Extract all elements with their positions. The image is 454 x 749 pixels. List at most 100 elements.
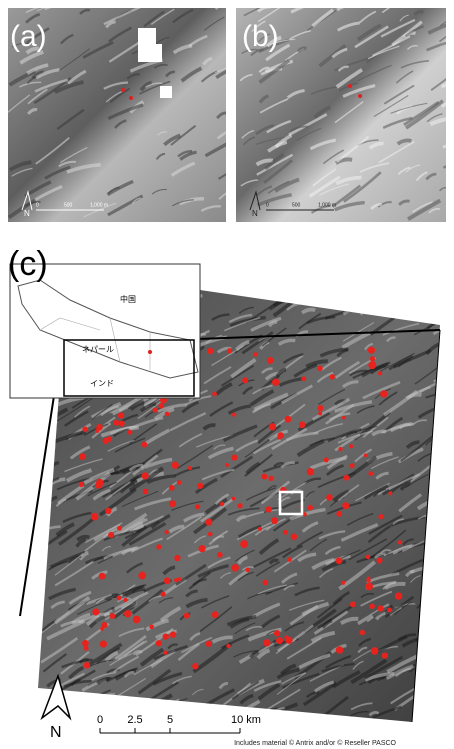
landslide: [79, 453, 86, 460]
landslide: [99, 573, 106, 580]
landslide: [342, 502, 349, 509]
landslide: [274, 630, 280, 636]
landslide: [336, 557, 343, 564]
landslide: [153, 408, 158, 413]
landslide: [124, 598, 128, 602]
landslide: [82, 426, 87, 431]
ridge: [160, 699, 179, 712]
landslide: [184, 613, 190, 619]
landslide: [217, 552, 223, 558]
landslide: [105, 508, 111, 514]
ridge: [416, 620, 447, 640]
landslide: [92, 608, 99, 615]
landslide: [330, 374, 335, 379]
landslide: [138, 572, 146, 580]
landslide: [100, 640, 107, 647]
ridge: [423, 569, 445, 576]
ridge: [423, 310, 447, 320]
landslide: [231, 564, 238, 571]
landslide: [129, 96, 133, 100]
ridge: [437, 684, 454, 694]
scale-label: 0: [36, 202, 39, 208]
landslide: [342, 416, 346, 420]
landslide: [156, 640, 162, 646]
landslide: [133, 616, 141, 624]
landslide: [192, 663, 198, 669]
landslide: [336, 646, 343, 653]
landslide: [366, 555, 371, 560]
ridge: [439, 439, 454, 449]
landslide: [268, 476, 273, 481]
scale-bar: 0 2.5 5 10 km: [97, 714, 261, 733]
ridge: [357, 305, 374, 310]
landslide: [95, 481, 103, 489]
landslide: [369, 603, 375, 609]
inset-label: インド: [90, 379, 114, 388]
landslide: [84, 646, 89, 651]
landslide: [158, 403, 163, 408]
ridge: [388, 302, 413, 307]
landslide: [172, 462, 179, 469]
landslide: [240, 540, 248, 548]
ridge: [430, 561, 454, 582]
landslide: [177, 480, 182, 485]
landslide: [188, 466, 192, 470]
landslide: [377, 605, 383, 611]
landslide: [266, 506, 272, 512]
landslide: [245, 568, 250, 573]
landslide: [169, 500, 176, 507]
figure: (a) N 0 500 1,000 m (b) N 0 500 1,000 m …: [0, 0, 454, 749]
landslide: [164, 577, 171, 584]
landslide: [301, 376, 306, 381]
ridge: [397, 302, 411, 306]
ridge: [419, 675, 436, 680]
landslide: [272, 378, 280, 386]
ridge: [431, 505, 443, 513]
landslide: [165, 412, 170, 417]
inset-label: 中国: [120, 294, 136, 304]
scale-label: 10 km: [231, 714, 261, 726]
landslide: [350, 463, 355, 468]
panel-label: (a): [10, 20, 47, 53]
landslide: [164, 530, 168, 534]
landslide: [371, 647, 379, 655]
landslide: [291, 533, 297, 539]
panel-label: (b): [242, 20, 279, 53]
ridge: [374, 291, 405, 310]
landslide: [398, 540, 402, 544]
landslide: [225, 463, 229, 467]
landslide: [156, 544, 161, 549]
landslide: [161, 591, 166, 596]
landslide: [232, 412, 236, 416]
landslide: [106, 436, 112, 442]
landslide: [324, 457, 329, 462]
landslide: [212, 392, 217, 397]
landslide: [79, 482, 84, 487]
landslide: [271, 517, 278, 524]
inset-map: 中国 ネパール インド: [10, 264, 200, 398]
landslide: [364, 454, 368, 458]
landslide: [232, 497, 236, 501]
landslide: [348, 84, 352, 88]
landslide: [170, 631, 176, 637]
landslide: [197, 483, 203, 489]
landslide: [116, 596, 121, 601]
landslide: [343, 475, 349, 481]
landslide: [307, 468, 314, 475]
ridge: [439, 374, 454, 385]
landslide: [336, 511, 342, 517]
landslide: [226, 644, 230, 648]
ridge: [426, 593, 454, 616]
landslide: [267, 357, 274, 364]
ridge: [435, 288, 451, 294]
scale-label: 500: [292, 202, 301, 208]
landslide: [195, 504, 200, 509]
landslide: [368, 361, 376, 369]
landslide: [368, 471, 373, 476]
landslide: [378, 371, 382, 375]
inset-label: ネパール: [82, 345, 114, 354]
landslide: [169, 485, 175, 491]
ridge: [436, 579, 454, 596]
landslide: [370, 356, 375, 361]
nodata: [160, 86, 172, 98]
